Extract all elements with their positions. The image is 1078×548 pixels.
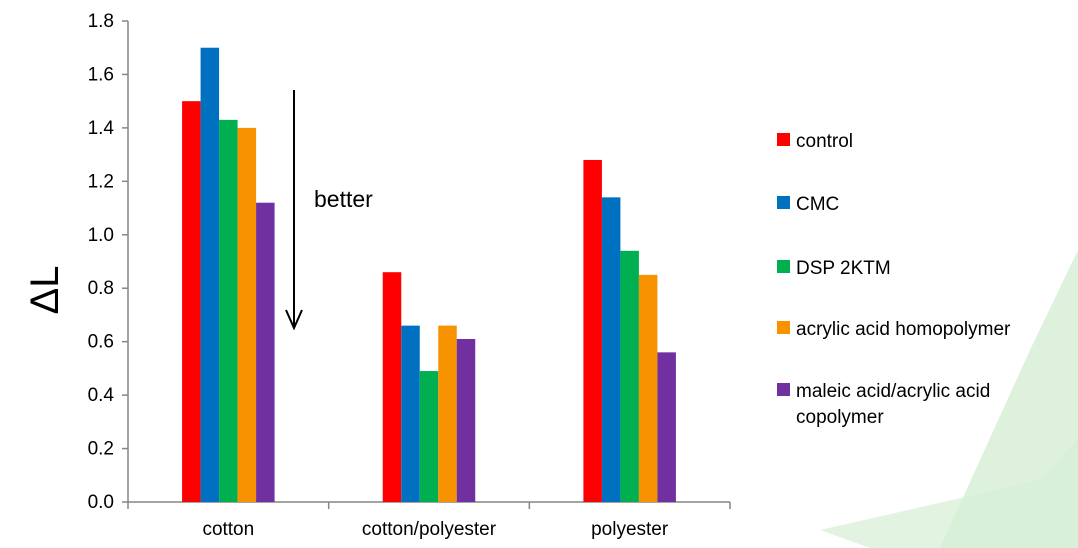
legend-label: acrylic acid homopolymer [796, 319, 1011, 340]
bar [219, 119, 238, 502]
bar [237, 127, 257, 502]
y-tick-label: 0.4 [88, 385, 115, 406]
y-tick-label: 1.6 [88, 64, 114, 85]
y-tick-label: 0.2 [88, 439, 114, 460]
bar [438, 325, 457, 502]
y-tick-label: 1.4 [88, 118, 115, 139]
arrow-head [285, 309, 303, 331]
background-decoration [820, 250, 1078, 548]
x-axis-labels: cotton cotton/polyester polyester [127, 502, 731, 540]
legend-swatch [777, 196, 790, 209]
y-tick-label: 0.6 [88, 332, 114, 353]
bar [638, 274, 658, 502]
legend-label: control [796, 131, 853, 152]
y-tick-label: 1.8 [88, 11, 114, 32]
x-tick-label: cotton [202, 519, 254, 540]
x-tick-label: cotton/polyester [362, 519, 497, 540]
bar [657, 352, 676, 502]
better-label: better [314, 186, 373, 212]
y-axis-ticks: 0.0 0.2 0.4 0.6 0.8 1.0 1.2 1.4 1.6 1.8 [88, 11, 128, 513]
y-tick-label: 0.0 [88, 492, 114, 513]
y-tick-label: 0.8 [88, 278, 114, 299]
legend-label: CMC [796, 194, 839, 215]
y-axis-title: ΔL [23, 266, 67, 315]
bar [182, 101, 201, 503]
legend-swatch [777, 133, 790, 146]
bar [382, 272, 402, 502]
bar [200, 47, 220, 502]
legend-label: maleic acid/acrylic acid copolymer [796, 381, 990, 428]
x-tick-label: polyester [591, 519, 669, 540]
legend-swatch [777, 260, 790, 273]
bar [583, 159, 602, 502]
better-annotation: better [285, 90, 373, 331]
legend: control CMC DSP 2KTM acrylic acid homopolym… [777, 131, 1011, 428]
legend-swatch [777, 321, 790, 334]
legend-swatch [777, 383, 790, 396]
bar [620, 250, 639, 502]
y-tick-label: 1.2 [88, 171, 114, 192]
y-tick-label: 1.0 [88, 225, 114, 246]
bar [456, 338, 476, 502]
legend-label: DSP 2KTM [796, 258, 891, 279]
bar [601, 197, 621, 502]
bar [256, 202, 275, 502]
bar [401, 325, 420, 502]
bars [182, 47, 676, 503]
bar [419, 371, 439, 502]
